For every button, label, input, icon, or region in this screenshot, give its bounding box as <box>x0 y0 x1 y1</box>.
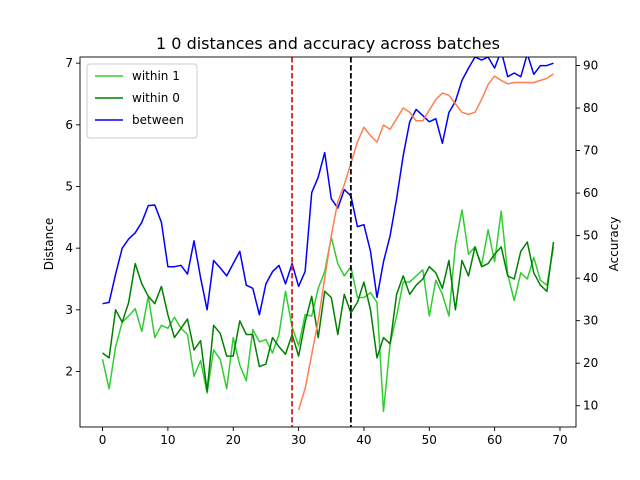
y2-tick-label: 60 <box>583 186 598 200</box>
legend-label: between <box>132 113 184 127</box>
y2-axis-label: Accuracy <box>607 217 621 272</box>
plot-frame <box>79 56 577 428</box>
x-tick-label: 60 <box>487 433 502 447</box>
x-tick-label: 0 <box>99 433 107 447</box>
y2-tick-label: 90 <box>583 59 598 73</box>
series-line-between <box>102 57 554 316</box>
x-tick-label: 70 <box>552 433 567 447</box>
plot-area <box>101 57 555 427</box>
y-tick-label: 5 <box>65 180 73 194</box>
series-line-accuracy <box>297 73 554 411</box>
y2-tick-label: 20 <box>583 356 598 370</box>
legend-label: within 1 <box>132 69 180 83</box>
y-tick-label: 7 <box>65 56 73 70</box>
series-line-within-1 <box>101 209 555 413</box>
legend: within 1 within 0 between <box>86 63 198 139</box>
series-line-within-0 <box>102 241 555 392</box>
y2-tick-label: 50 <box>583 229 598 243</box>
y2-tick-label: 30 <box>583 314 598 328</box>
y2-tick-label: 40 <box>583 271 598 285</box>
x-tick-label: 30 <box>291 433 306 447</box>
y-tick-label: 4 <box>65 241 73 255</box>
x-tick-label: 10 <box>160 433 175 447</box>
axes: 0 10 20 30 40 50 60 70 2 3 4 5 6 7 10 20 30 40 50 60 70 80 90 <box>65 56 598 447</box>
y-tick-label: 3 <box>65 303 73 317</box>
x-tick-label: 20 <box>226 433 241 447</box>
chart-title: 1 0 distances and accuracy across batche… <box>156 34 500 53</box>
y-tick-label: 6 <box>65 118 73 132</box>
x-tick-label: 50 <box>422 433 437 447</box>
y2-tick-label: 10 <box>583 399 598 413</box>
series-group <box>101 57 555 413</box>
y-tick-label: 2 <box>65 365 73 379</box>
y2-tick-label: 80 <box>583 101 598 115</box>
y2-tick-label: 70 <box>583 144 598 158</box>
x-tick-label: 40 <box>356 433 371 447</box>
y-axis-label: Distance <box>42 218 56 270</box>
legend-label: within 0 <box>132 91 180 105</box>
